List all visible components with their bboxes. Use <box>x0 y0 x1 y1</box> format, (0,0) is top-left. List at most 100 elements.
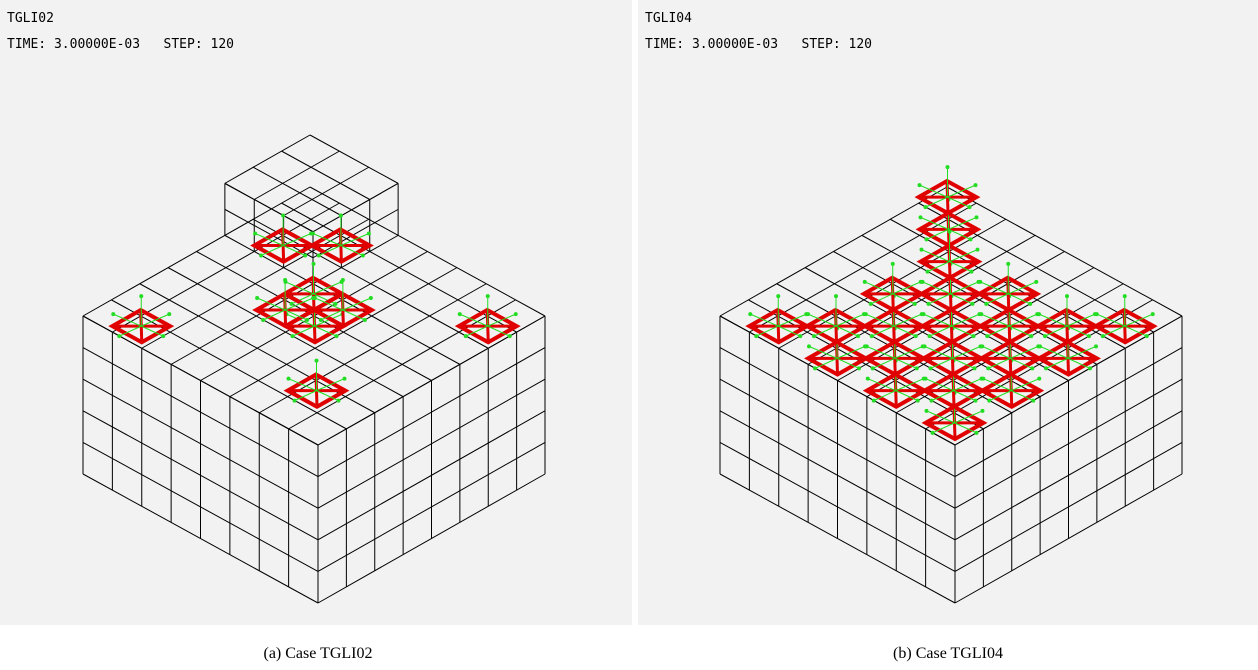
arrow-head <box>337 399 341 403</box>
panel-status: TIME: 3.00000E-03 STEP: 120 <box>7 37 234 52</box>
arrow-head <box>458 312 462 316</box>
arrow-head <box>1087 334 1091 338</box>
arrow-head <box>931 431 935 435</box>
arrow-head <box>975 431 979 435</box>
panel-status: TIME: 3.00000E-03 STEP: 120 <box>645 37 872 52</box>
arrow-head <box>139 294 143 298</box>
figure: TGLI02 TIME: 3.00000E-03 STEP: 120 TGLI0… <box>0 0 1258 670</box>
arrow-head <box>361 254 365 258</box>
arrow-head <box>948 230 952 234</box>
arrow-head <box>812 334 816 338</box>
arrow-head <box>335 334 339 338</box>
arrow-head <box>980 344 984 348</box>
arrow-head <box>968 205 972 209</box>
arrow-head <box>971 302 975 306</box>
arrow-head <box>1088 366 1092 370</box>
arrow-head <box>920 312 924 316</box>
arrow-head <box>317 254 321 258</box>
arrow-head <box>167 312 171 316</box>
arrow-head <box>283 278 287 282</box>
arrow-head <box>255 296 259 300</box>
arrow-head <box>754 334 758 338</box>
arrow-head <box>339 214 343 218</box>
arrow-head <box>981 409 985 413</box>
arrow-head <box>111 312 115 316</box>
panel-label: TGLI02 <box>7 11 54 26</box>
arrow-head <box>303 254 307 258</box>
arrow-head <box>259 254 263 258</box>
arrow-head <box>312 262 316 266</box>
arrow-head <box>1038 344 1042 348</box>
arrow-head <box>161 334 165 338</box>
arrow-head <box>1006 262 1010 266</box>
arrow-head <box>514 312 518 316</box>
arrow-head <box>916 399 920 403</box>
arrow-head <box>946 165 950 169</box>
arrow-head <box>980 377 984 381</box>
arrow-head <box>319 318 323 322</box>
arrow-head <box>311 296 315 300</box>
arrow-head <box>985 334 989 338</box>
arrow-head <box>869 302 873 306</box>
arrow-head <box>863 280 867 284</box>
panel-label: TGLI04 <box>645 11 692 26</box>
arrow-head <box>369 296 373 300</box>
arrow-head <box>1031 399 1035 403</box>
arrow-head <box>293 399 297 403</box>
arrow-head <box>924 377 928 381</box>
arrow-head <box>973 366 977 370</box>
arrow-head <box>486 294 490 298</box>
arrow-head <box>1034 280 1038 284</box>
arrow-head <box>921 280 925 284</box>
arrow-head <box>343 377 347 381</box>
arrow-head <box>857 366 861 370</box>
arrow-head <box>281 214 285 218</box>
arrow-head <box>804 312 808 316</box>
arrow-head <box>367 232 371 236</box>
arrow-head <box>928 334 932 338</box>
arrow-head <box>1095 312 1099 316</box>
arrow-head <box>1145 334 1149 338</box>
arrow-head <box>891 262 895 266</box>
arrow-head <box>925 409 929 413</box>
arrow-head <box>807 344 811 348</box>
arrow-head <box>974 183 978 187</box>
arrow-head <box>862 312 866 316</box>
arrow-head <box>1030 366 1034 370</box>
arrow-head <box>776 294 780 298</box>
arrow-head <box>930 399 934 403</box>
arrow-head <box>972 334 976 338</box>
arrow-head <box>986 366 990 370</box>
arrow-head <box>341 278 345 282</box>
arrow-head <box>261 318 265 322</box>
arrow-head <box>798 334 802 338</box>
arrow-head <box>813 366 817 370</box>
arrow-head <box>913 302 917 306</box>
arrow-head <box>363 318 367 322</box>
arrow-head <box>871 366 875 370</box>
arrow-head <box>334 302 338 306</box>
arrow-head <box>929 366 933 370</box>
arrow-head <box>1151 312 1155 316</box>
arrow-head <box>1037 377 1041 381</box>
arrow-head <box>975 215 979 219</box>
arrow-head <box>856 334 860 338</box>
arrow-head <box>1037 312 1041 316</box>
arrow-head <box>977 280 981 284</box>
arrow-head <box>926 270 930 274</box>
arrow-head <box>970 270 974 274</box>
arrow-head <box>287 377 291 381</box>
arrow-head <box>872 399 876 403</box>
arrow-head <box>974 399 978 403</box>
arrow-head <box>1044 366 1048 370</box>
arrow-head <box>1094 344 1098 348</box>
arrow-head <box>984 302 988 306</box>
arrow-head <box>290 302 294 306</box>
arrow-head <box>927 302 931 306</box>
arrow-head <box>976 248 980 252</box>
arrow-head <box>291 334 295 338</box>
arrow-head <box>870 334 874 338</box>
arrow-head <box>1043 334 1047 338</box>
caption: (b) Case TGLI04 <box>893 645 1003 662</box>
arrow-head <box>1101 334 1105 338</box>
